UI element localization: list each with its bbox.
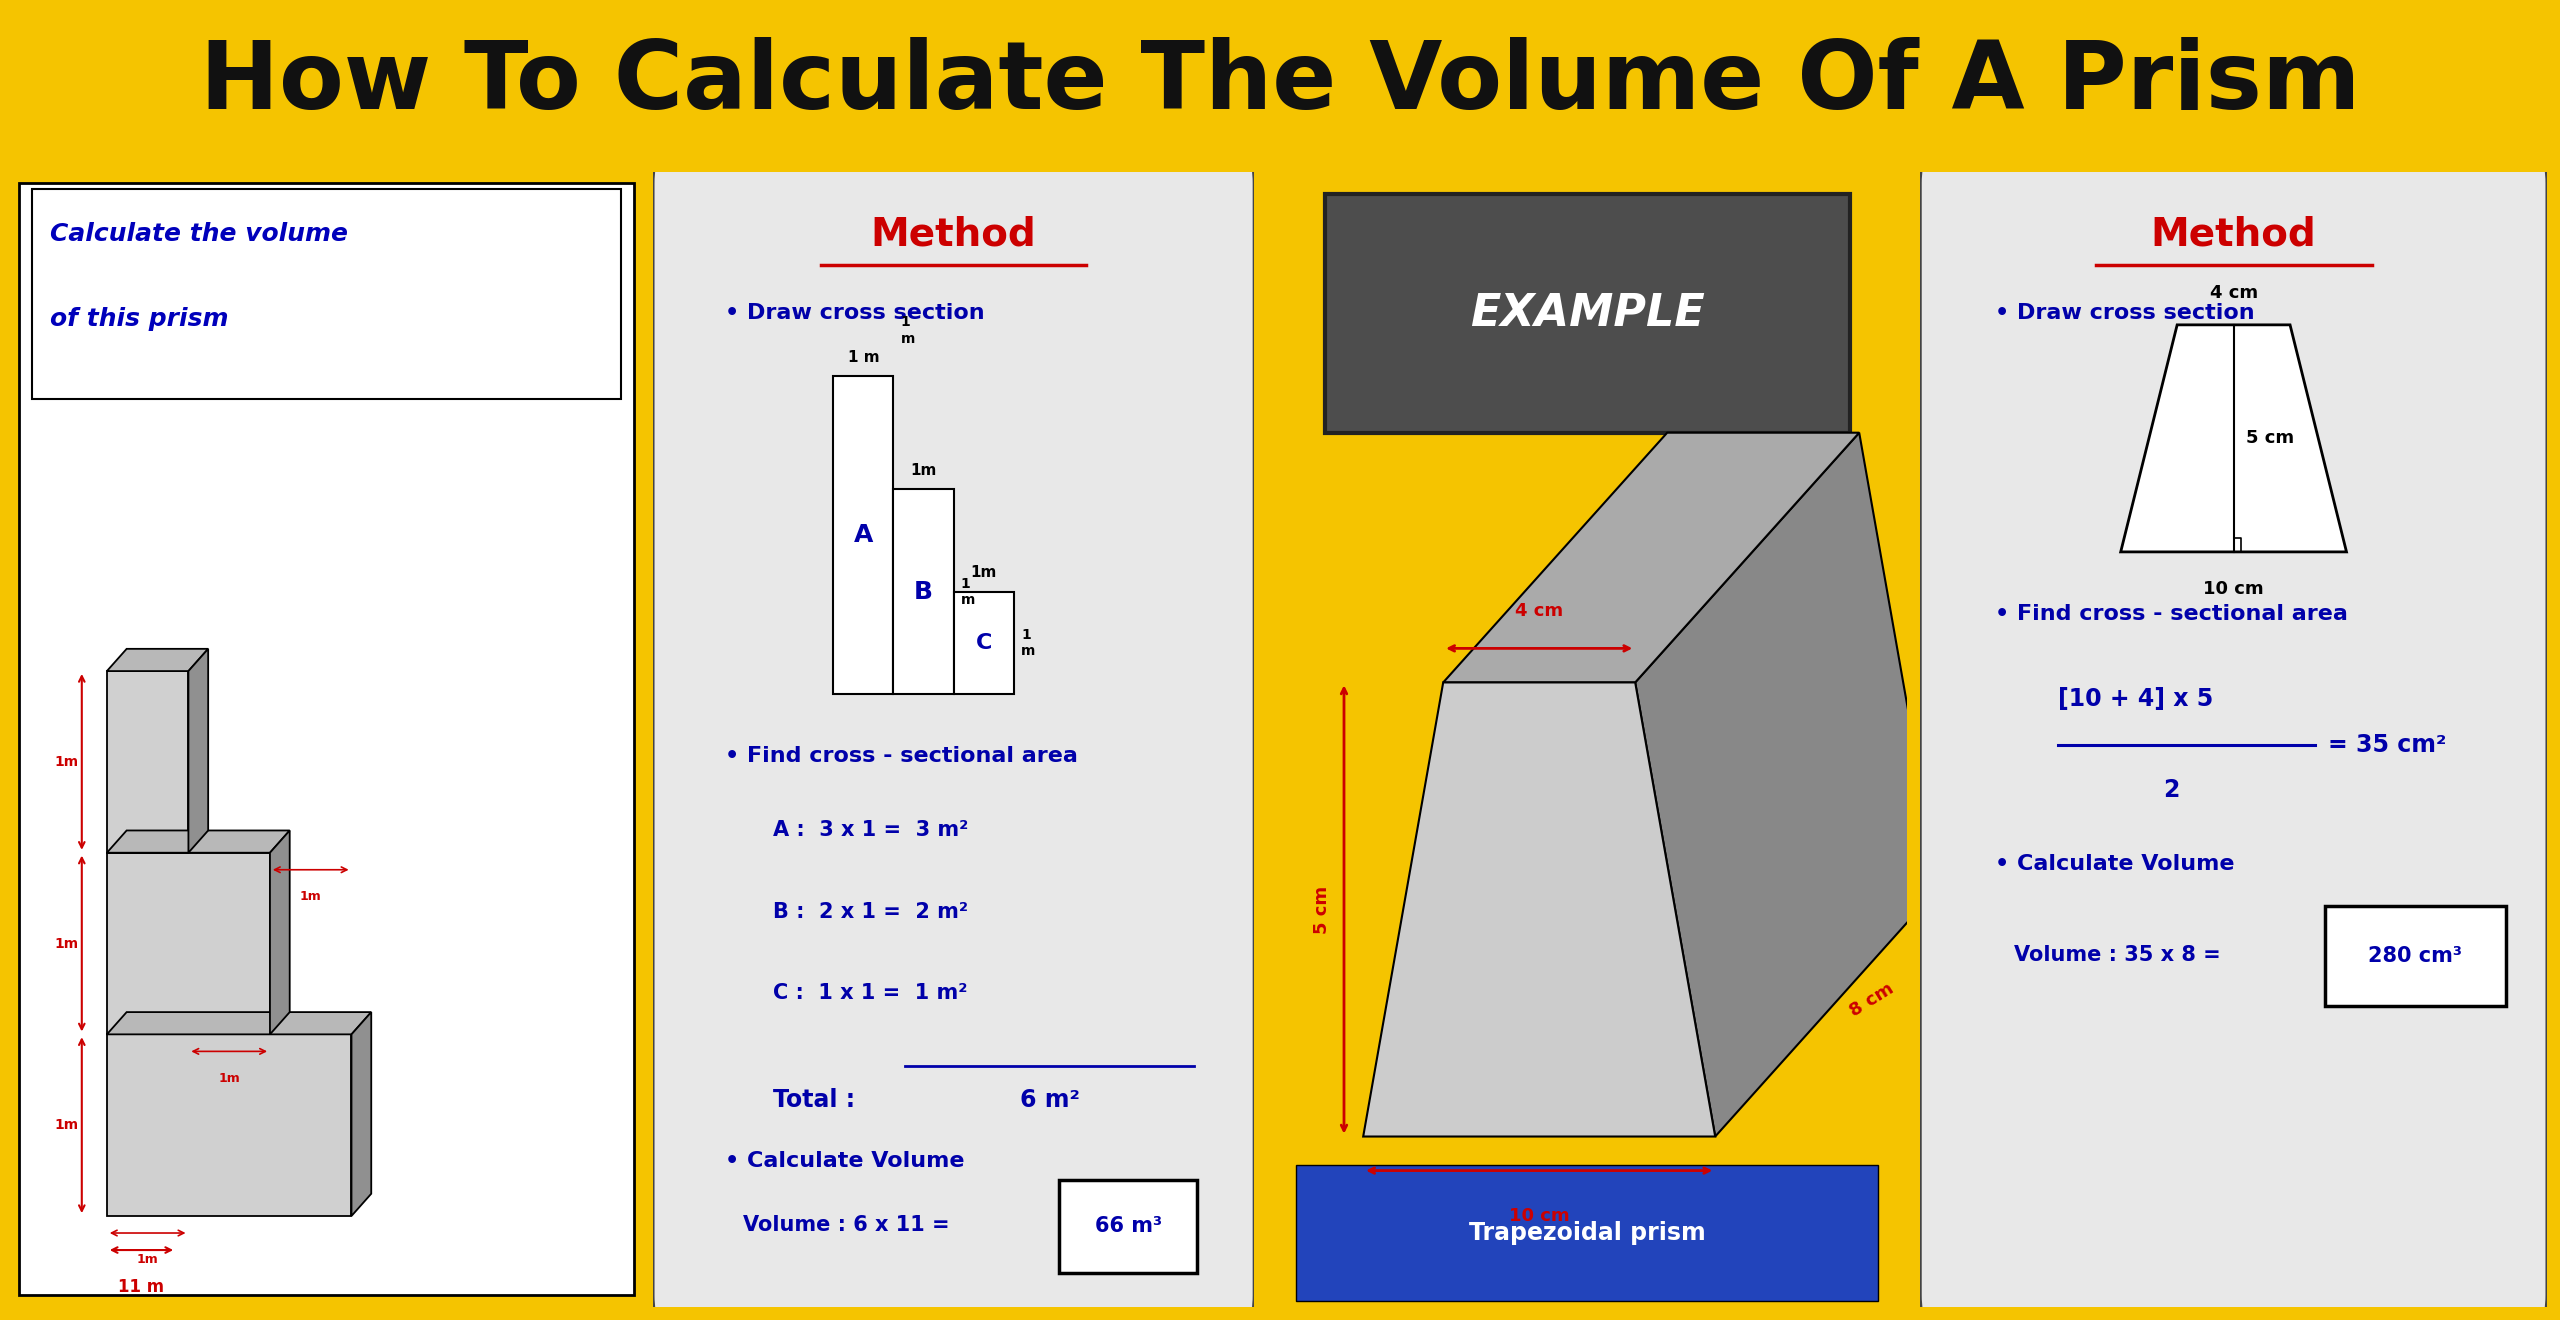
Polygon shape (351, 1012, 371, 1216)
Text: 1m: 1m (218, 1072, 241, 1085)
Text: 10 cm: 10 cm (1508, 1206, 1569, 1225)
Text: 1m: 1m (136, 1254, 159, 1266)
Text: • Draw cross section: • Draw cross section (724, 304, 986, 323)
Text: [10 + 4] x 5: [10 + 4] x 5 (2058, 688, 2214, 711)
Polygon shape (1364, 682, 1715, 1137)
Text: Method: Method (870, 215, 1037, 253)
Text: = 35 cm²: = 35 cm² (2327, 733, 2445, 756)
Text: 6 m²: 6 m² (1019, 1088, 1080, 1113)
Polygon shape (955, 591, 1014, 694)
FancyBboxPatch shape (1920, 149, 2547, 1320)
Text: 5 cm: 5 cm (2245, 429, 2294, 447)
Text: A: A (852, 523, 873, 546)
Text: How To Calculate The Volume Of A Prism: How To Calculate The Volume Of A Prism (200, 37, 2360, 128)
Text: 1m: 1m (54, 1118, 79, 1133)
Text: Volume : 6 x 11 =: Volume : 6 x 11 = (742, 1216, 950, 1236)
Text: 4 cm: 4 cm (1516, 602, 1564, 620)
Polygon shape (108, 1012, 371, 1035)
Polygon shape (2120, 325, 2348, 552)
Polygon shape (108, 1035, 351, 1216)
Polygon shape (108, 853, 269, 1035)
Text: 1m: 1m (970, 565, 996, 581)
FancyBboxPatch shape (18, 183, 635, 1295)
Text: • Draw cross section: • Draw cross section (1994, 304, 2255, 323)
Polygon shape (189, 649, 207, 853)
Text: 1
m: 1 m (960, 577, 975, 607)
Text: B: B (914, 579, 932, 603)
Text: Total :: Total : (773, 1088, 855, 1113)
Text: B :  2 x 1 =  2 m²: B : 2 x 1 = 2 m² (773, 902, 968, 921)
Polygon shape (108, 649, 207, 671)
Polygon shape (893, 490, 955, 694)
Text: 1m: 1m (54, 936, 79, 950)
Polygon shape (1444, 433, 1859, 682)
FancyBboxPatch shape (2324, 906, 2506, 1006)
Text: 1m: 1m (300, 890, 323, 903)
Text: 1
m: 1 m (1021, 627, 1034, 657)
Text: Method: Method (2150, 215, 2317, 253)
FancyBboxPatch shape (1326, 194, 1848, 433)
Text: Trapezoidal prism: Trapezoidal prism (1469, 1221, 1705, 1245)
FancyBboxPatch shape (653, 149, 1254, 1320)
Text: 280 cm³: 280 cm³ (2368, 946, 2463, 966)
Text: C :  1 x 1 =  1 m²: C : 1 x 1 = 1 m² (773, 983, 968, 1003)
Text: • Find cross - sectional area: • Find cross - sectional area (724, 746, 1078, 766)
Text: 1
m: 1 m (901, 315, 914, 346)
Polygon shape (108, 830, 289, 853)
Text: 1 m: 1 m (847, 350, 878, 364)
Polygon shape (108, 671, 189, 853)
Text: 11 m: 11 m (118, 1278, 164, 1296)
Text: Volume : 35 x 8 =: Volume : 35 x 8 = (2015, 945, 2222, 965)
Text: A :  3 x 1 =  3 m²: A : 3 x 1 = 3 m² (773, 820, 968, 840)
Text: • Find cross - sectional area: • Find cross - sectional area (1994, 605, 2348, 624)
Text: 10 cm: 10 cm (2204, 581, 2263, 598)
Text: • Calculate Volume: • Calculate Volume (724, 1151, 965, 1171)
Text: 2: 2 (2163, 779, 2179, 803)
Text: 8 cm: 8 cm (1846, 979, 1897, 1020)
Text: • Calculate Volume: • Calculate Volume (1994, 854, 2235, 874)
Text: EXAMPLE: EXAMPLE (1469, 292, 1705, 335)
Text: 66 m³: 66 m³ (1096, 1216, 1162, 1237)
Polygon shape (835, 376, 893, 694)
Text: 1m: 1m (54, 755, 79, 770)
Text: of this prism: of this prism (51, 308, 228, 331)
FancyBboxPatch shape (1295, 1164, 1879, 1302)
Text: 1m: 1m (911, 463, 937, 478)
Text: 5 cm: 5 cm (1313, 886, 1331, 933)
FancyBboxPatch shape (1060, 1180, 1198, 1272)
Text: Calculate the volume: Calculate the volume (51, 222, 348, 246)
FancyBboxPatch shape (31, 189, 622, 399)
Polygon shape (269, 830, 289, 1035)
Text: 4 cm: 4 cm (2209, 284, 2258, 302)
Text: C: C (975, 632, 991, 652)
Polygon shape (1636, 433, 1940, 1137)
